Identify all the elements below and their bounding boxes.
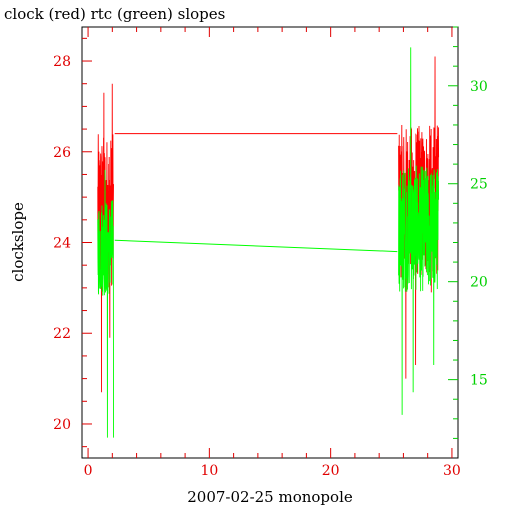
y-right-tick-label-15: 15 [470,373,488,389]
chart-title: clock (red) rtc (green) slopes [4,5,225,23]
y-left-tick-label-20: 20 [53,417,71,433]
x-tick-label-0: 0 [84,463,93,479]
x-axis-label: 2007-02-25 monopole [187,488,353,506]
y-right-tick-label-20: 20 [470,275,488,291]
x-tick-label-20: 20 [322,463,340,479]
ticks-layer: 0 10 20 30 20 22 24 26 28 15 20 25 30 [53,26,488,479]
y-left-tick-label-22: 22 [53,326,71,342]
series-rtc-segment-1 [114,239,398,253]
y-right-tick-label-25: 25 [470,177,488,193]
series-rtc-segment-2 [398,47,440,415]
x-tick-label-30: 30 [443,463,461,479]
series-rtc-segment-0 [97,169,114,438]
y-right-tick-label-30: 30 [470,79,488,95]
y-left-tick-label-28: 28 [53,54,71,70]
y-axis-label: clockslope [9,202,27,282]
y-left-tick-label-26: 26 [53,145,71,161]
series-layer [97,47,440,438]
series-rtc [97,47,440,438]
x-tick-label-10: 10 [200,463,218,479]
series-clock [97,56,440,393]
y-left-tick-label-24: 24 [53,236,71,252]
